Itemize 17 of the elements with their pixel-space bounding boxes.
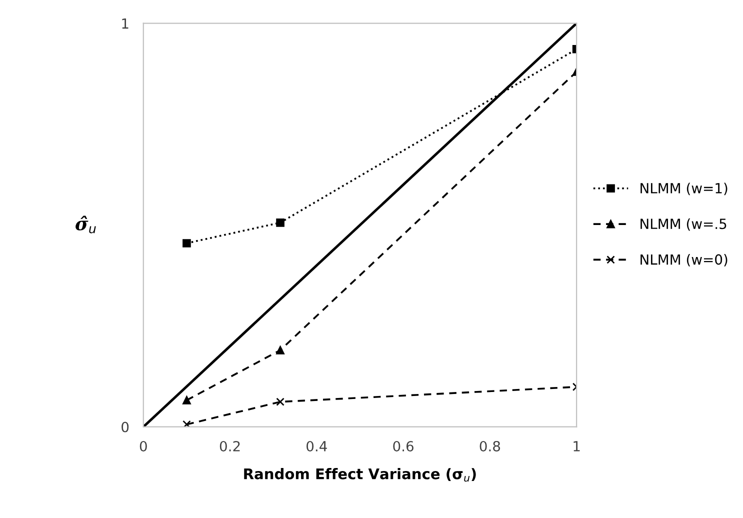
legend-label: NLMM (w=0) [640,254,728,266]
x-tick-label: 1 [574,441,580,452]
x-tick-label: 0.8 [480,440,500,452]
point [182,239,191,248]
point [276,218,284,227]
x-tick-label: 0.2 [220,440,240,452]
point [276,346,284,354]
legend-label: NLMM (w=.5 [640,218,726,231]
x-tick-label: 0.4 [306,440,327,452]
x-tick-label: 0 [140,440,147,452]
legend-label: NLMM (w=1) [640,182,728,196]
x-tick-label: 0.6 [393,440,414,452]
point [182,396,191,404]
point [182,420,191,427]
y-axis-title: σ̂$_{u}$ [76,216,96,234]
x-axis-title: Random Effect Variance (σ$_{u}$) [244,468,476,482]
point [276,398,284,406]
